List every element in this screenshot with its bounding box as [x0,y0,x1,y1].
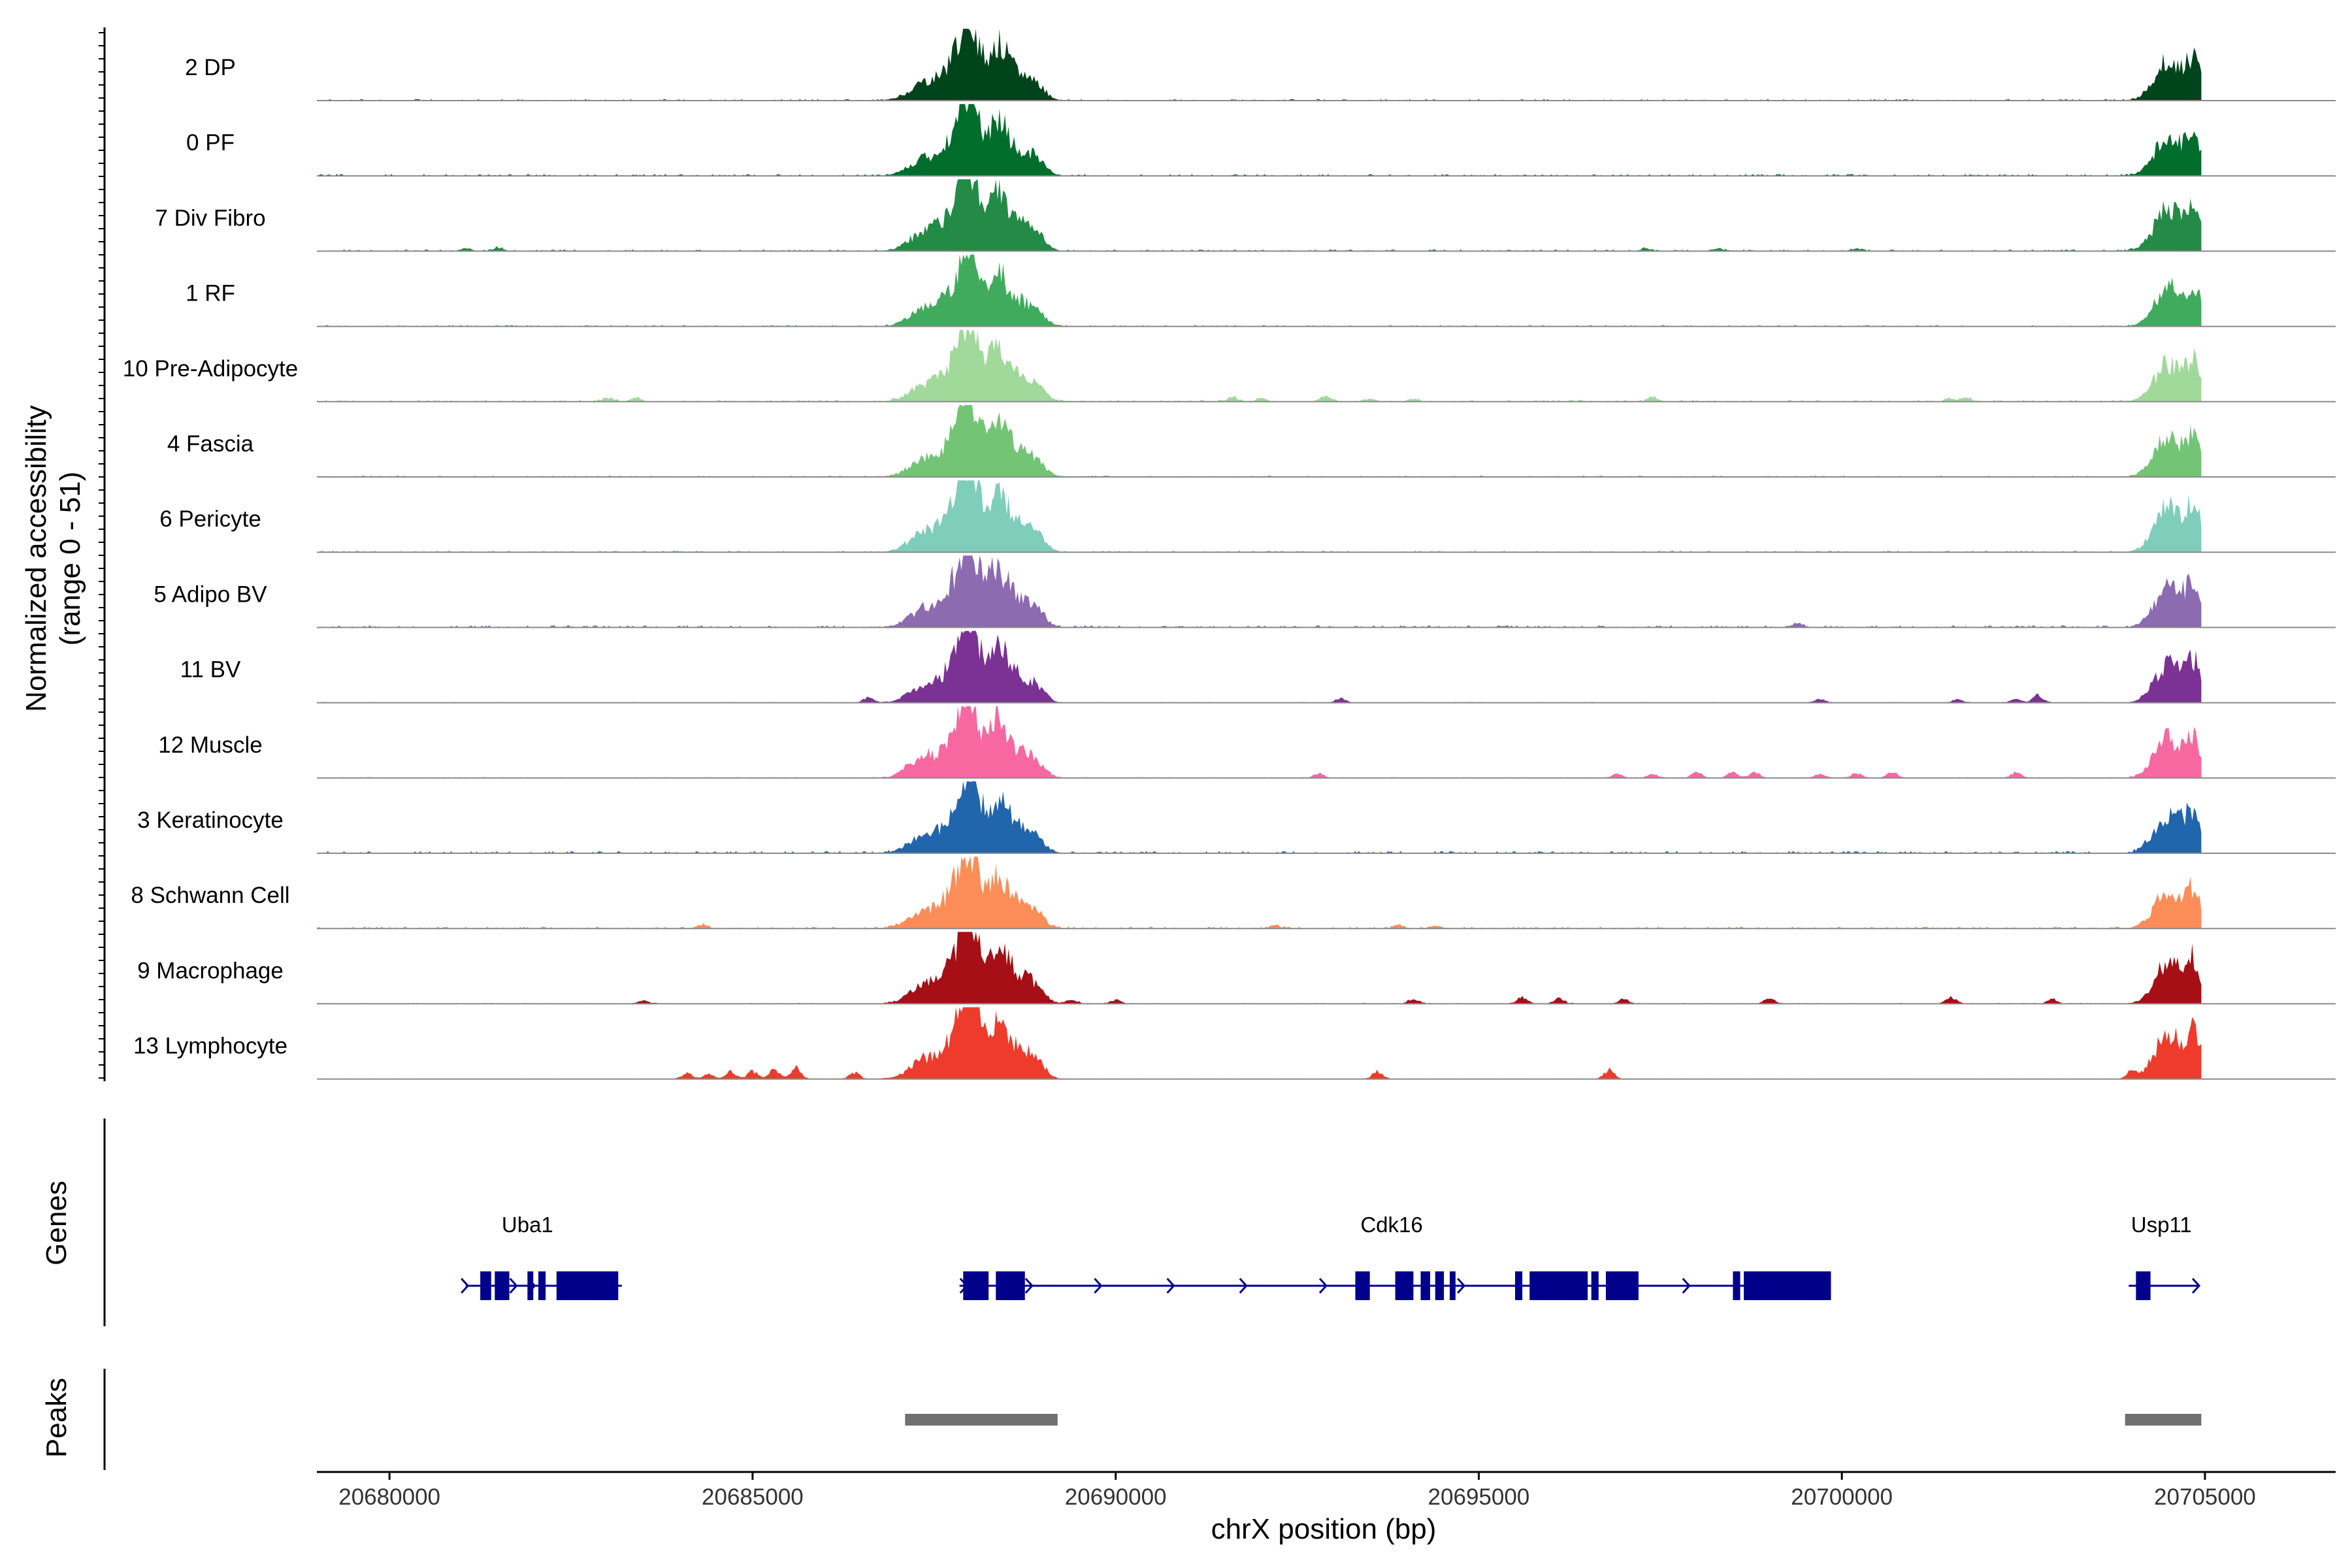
gene-exon [1395,1271,1414,1300]
peaks-panel-label: Peaks [41,1378,73,1458]
track-13-lymphocyte: 13 Lymphocyte [133,1007,2336,1080]
x-tick-label: 20705000 [2154,1484,2256,1510]
gene-usp11: Usp11 [2129,1213,2201,1300]
track-label: 12 Muscle [158,732,263,758]
gene-exon [1514,1271,1523,1300]
gene-exon [1420,1271,1430,1300]
gene-strand-arrow [1682,1277,1691,1294]
track-label: 2 DP [185,55,236,80]
gene-strand-arrow [1094,1277,1103,1294]
track-coverage-area [317,857,2202,929]
genes-panel-label: Genes [41,1181,73,1266]
track-coverage-area [317,480,2202,553]
gene-strand-arrow [1457,1277,1466,1294]
track-label: 10 Pre-Adipocyte [123,356,298,382]
gene-exon [480,1271,491,1300]
track-8-schwann-cell: 8 Schwann Cell [131,857,2336,930]
gene-exon [1744,1271,1831,1300]
track-coverage-area [317,29,2202,101]
track-label: 9 Macrophage [137,958,284,983]
track-coverage-area [317,179,2202,252]
x-axis: chrX position (bp) 20680000 20685000 20690… [317,1471,2336,1545]
track-coverage-area [317,932,2202,1004]
gene-exon [1591,1271,1599,1300]
track-label: 3 Keratinocyte [137,808,284,833]
peak-region [2125,1414,2202,1426]
peak-region [905,1414,1058,1426]
track-coverage-area [317,630,2202,703]
x-tick-label: 20700000 [1791,1484,1893,1510]
gene-label: Uba1 [502,1213,553,1237]
x-axis-title: chrX position (bp) [1211,1513,1437,1545]
track-7-div-fibro: 7 Div Fibro [155,179,2336,252]
track-5-adipo-bv: 5 Adipo BV [154,555,2336,629]
peak-track: Peaks [41,1369,2202,1470]
track-0-pf: 0 PF [186,104,2336,177]
gene-exon [556,1271,619,1300]
track-label: 5 Adipo BV [154,581,267,607]
track-coverage-area [317,405,2202,477]
track-coverage-area [317,254,2202,327]
track-coverage-area [317,706,2202,778]
y-axis-title-line1: Normalized accessibility [20,405,52,711]
track-label: 11 BV [180,657,241,683]
track-coverage-area [317,555,2202,628]
track-1-rf: 1 RF [186,254,2336,327]
x-tick-label: 20680000 [338,1484,440,1510]
gene-label: Usp11 [2131,1213,2192,1237]
gene-exon [495,1271,510,1300]
gene-exon [527,1271,534,1300]
track-coverage-area [317,1007,2202,1079]
track-label: 6 Pericyte [159,506,261,532]
gene-strand-arrow [509,1277,518,1294]
track-6-pericyte: 6 Pericyte [159,480,2336,553]
track-2-dp: 2 DP [185,29,2336,101]
gene-label: Cdk16 [1360,1213,1422,1237]
track-label: 13 Lymphocyte [133,1034,287,1059]
track-label: 4 Fascia [167,431,254,457]
gene-exon [1355,1271,1370,1300]
gene-track: Genes Uba1 Cdk16 Usp11 [41,1119,2201,1326]
track-4-fascia: 4 Fascia [167,405,2336,478]
track-9-macrophage: 9 Macrophage [137,932,2336,1005]
gene-strand-arrow [1239,1277,1248,1294]
track-10-pre-adipocyte: 10 Pre-Adipocyte [123,329,2336,402]
track-label: 8 Schwann Cell [131,883,289,908]
track-label: 0 PF [186,130,235,155]
gene-strand-arrow [2191,1277,2201,1294]
gene-exon [1605,1271,1639,1300]
track-12-muscle: 12 Muscle [158,706,2336,779]
gene-exon [1529,1271,1588,1300]
gene-strand-arrow [959,1277,968,1294]
track-label: 7 Div Fibro [155,205,265,231]
gene-strand-arrow [1166,1277,1175,1294]
y-axis-title: Normalized accessibility (range 0 - 51) [20,405,86,711]
track-label: 1 RF [186,281,235,306]
gene-strand-arrow [461,1277,470,1294]
accessibility-tracks: 2 DP 0 PF 7 Div Fibro 1 RF 10 Pre-Adipocyte 4… [99,27,2336,1081]
x-tick-label: 20690000 [1065,1484,1167,1510]
gene-strand-arrow [1024,1277,1034,1294]
gene-cdk16: Cdk16 [959,1213,1831,1300]
track-coverage-area [317,104,2202,176]
x-tick-label: 20695000 [1428,1484,1530,1510]
y-axis-title-line2: (range 0 - 51) [54,472,86,646]
track-coverage-area [317,329,2202,402]
gene-strand-arrow [527,1277,536,1294]
gene-exon [2136,1271,2151,1300]
track-3-keratinocyte: 3 Keratinocyte [137,781,2336,854]
gene-strand-arrow [1318,1277,1328,1294]
track-coverage-area [317,781,2202,853]
gene-exon [1449,1271,1456,1300]
track-11-bv: 11 BV [180,630,2336,704]
gene-exon [996,1271,1025,1300]
gene-exon [538,1271,546,1300]
gene-exon [1733,1271,1740,1300]
x-tick-label: 20685000 [702,1484,804,1510]
gene-uba1: Uba1 [461,1213,622,1300]
gene-exon [1435,1271,1445,1300]
